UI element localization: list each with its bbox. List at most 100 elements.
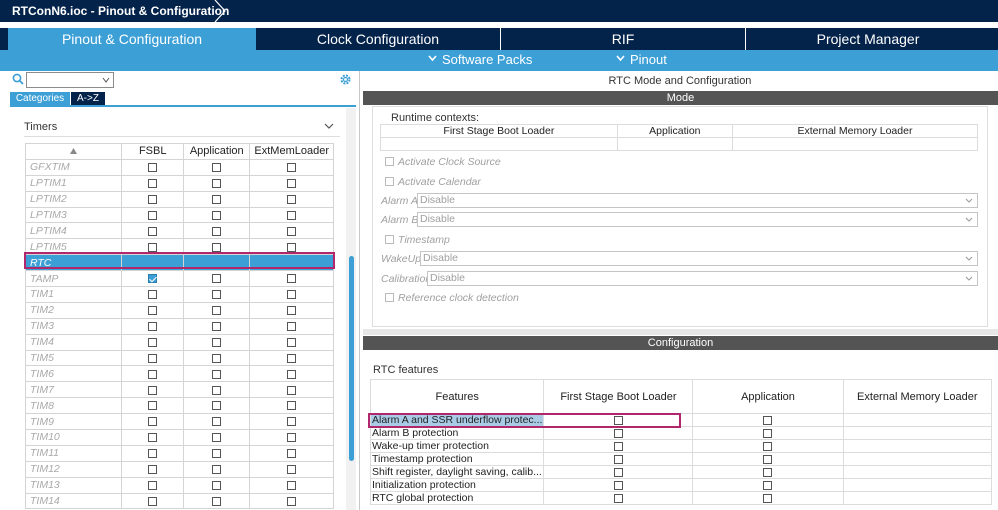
- calibration-select[interactable]: Disable: [427, 271, 978, 286]
- checkbox[interactable]: [148, 194, 158, 204]
- checkbox[interactable]: [148, 226, 158, 236]
- checkbox[interactable]: [212, 337, 222, 347]
- checkbox[interactable]: [212, 274, 222, 284]
- checkbox[interactable]: [212, 210, 222, 220]
- checkbox[interactable]: [212, 433, 222, 443]
- checkbox[interactable]: [763, 428, 773, 438]
- table-row[interactable]: TIM5: [24, 349, 334, 367]
- table-row[interactable]: TIM1: [24, 286, 334, 303]
- checkbox[interactable]: [287, 337, 297, 347]
- table-row[interactable]: LPTIM4: [24, 222, 334, 240]
- tab-project-manager[interactable]: Project Manager: [746, 28, 990, 50]
- column-header[interactable]: Features: [369, 379, 545, 414]
- checkbox[interactable]: [763, 441, 773, 451]
- table-row[interactable]: RTC: [24, 254, 334, 272]
- column-header[interactable]: First Stage Boot Loader: [543, 379, 694, 414]
- column-header[interactable]: External Memory Loader: [842, 379, 993, 414]
- checkbox[interactable]: [287, 290, 297, 300]
- table-row[interactable]: TIM11: [24, 444, 334, 462]
- checkbox[interactable]: [212, 385, 222, 395]
- table-row[interactable]: LPTIM5: [24, 238, 334, 256]
- checkbox[interactable]: [212, 449, 222, 459]
- checkbox[interactable]: [148, 401, 158, 411]
- checkbox[interactable]: [212, 321, 222, 331]
- checkbox[interactable]: [287, 464, 297, 474]
- checkbox[interactable]: [287, 401, 297, 411]
- checkbox[interactable]: [287, 385, 297, 395]
- wakeup-select[interactable]: Disable: [420, 251, 978, 266]
- tab-rif[interactable]: RIF: [501, 28, 745, 50]
- table-row[interactable]: Alarm B protection: [369, 426, 993, 440]
- activate-clock-source-option[interactable]: Activate Clock Source: [385, 156, 501, 168]
- checkbox[interactable]: [613, 415, 623, 425]
- checkbox[interactable]: [763, 493, 773, 503]
- table-row[interactable]: TIM9: [24, 413, 334, 431]
- search-input[interactable]: [26, 72, 114, 88]
- checkbox[interactable]: [613, 454, 623, 464]
- checkbox[interactable]: [385, 177, 394, 186]
- pinout-menu[interactable]: Pinout: [616, 52, 667, 67]
- table-row[interactable]: GFXTIM: [24, 158, 334, 176]
- table-row[interactable]: Initialization protection: [369, 478, 993, 492]
- checkbox[interactable]: [287, 417, 297, 427]
- checkbox[interactable]: [148, 369, 158, 379]
- table-row[interactable]: TIM10: [24, 429, 334, 446]
- table-row[interactable]: Wake-up timer protection: [369, 439, 993, 453]
- checkbox[interactable]: [212, 163, 222, 173]
- checkbox[interactable]: [212, 178, 222, 188]
- table-row[interactable]: TIM2: [24, 301, 334, 319]
- checkbox[interactable]: [212, 290, 222, 300]
- reference-clock-option[interactable]: Reference clock detection: [385, 292, 519, 304]
- checkbox[interactable]: [148, 417, 158, 427]
- checkbox[interactable]: [148, 290, 158, 300]
- table-row[interactable]: LPTIM3: [24, 206, 334, 224]
- tab-a-z[interactable]: A->Z: [71, 92, 105, 106]
- checkbox[interactable]: [212, 226, 222, 236]
- checkbox[interactable]: [148, 274, 158, 284]
- panel-divider[interactable]: [363, 329, 998, 335]
- checkbox[interactable]: [287, 226, 297, 236]
- table-row[interactable]: TIM7: [24, 381, 334, 399]
- checkbox[interactable]: [148, 385, 158, 395]
- checkbox[interactable]: [287, 353, 297, 363]
- table-row[interactable]: TIM6: [24, 365, 334, 383]
- checkbox[interactable]: [212, 417, 222, 427]
- tab-categories[interactable]: Categories: [10, 92, 70, 106]
- checkbox[interactable]: [763, 454, 773, 464]
- checkbox[interactable]: [148, 321, 158, 331]
- gear-icon[interactable]: [339, 73, 352, 86]
- table-row[interactable]: RTC global protection: [369, 491, 993, 505]
- sort-column-header[interactable]: [24, 143, 123, 160]
- checkbox[interactable]: [613, 480, 623, 490]
- tab-clock-configuration[interactable]: Clock Configuration: [256, 28, 500, 50]
- checkbox[interactable]: [385, 293, 394, 302]
- checkbox[interactable]: [287, 163, 297, 173]
- checkbox[interactable]: [212, 353, 222, 363]
- checkbox[interactable]: [613, 428, 623, 438]
- table-row[interactable]: TAMP: [24, 270, 334, 288]
- chevron-down-icon[interactable]: [324, 122, 334, 130]
- checkbox[interactable]: [148, 464, 158, 474]
- checkbox[interactable]: [148, 496, 158, 506]
- checkbox[interactable]: [613, 493, 623, 503]
- checkbox[interactable]: [287, 274, 297, 284]
- table-row[interactable]: Timestamp protection: [369, 452, 993, 466]
- checkbox[interactable]: [287, 210, 297, 220]
- table-row[interactable]: TIM4: [24, 333, 334, 351]
- checkbox[interactable]: [287, 178, 297, 188]
- checkbox[interactable]: [287, 194, 297, 204]
- tab-pinout-configuration[interactable]: Pinout & Configuration: [8, 28, 256, 50]
- checkbox[interactable]: [212, 480, 222, 490]
- checkbox[interactable]: [385, 235, 394, 244]
- table-row[interactable]: LPTIM2: [24, 190, 334, 208]
- checkbox[interactable]: [148, 306, 158, 316]
- table-row[interactable]: LPTIM1: [24, 174, 334, 192]
- checkbox[interactable]: [287, 306, 297, 316]
- checkbox[interactable]: [287, 449, 297, 459]
- checkbox[interactable]: [763, 415, 773, 425]
- checkbox[interactable]: [148, 353, 158, 363]
- checkbox[interactable]: [212, 306, 222, 316]
- scrollbar-thumb[interactable]: [349, 256, 354, 461]
- checkbox[interactable]: [287, 433, 297, 443]
- table-row[interactable]: TIM8: [24, 397, 334, 415]
